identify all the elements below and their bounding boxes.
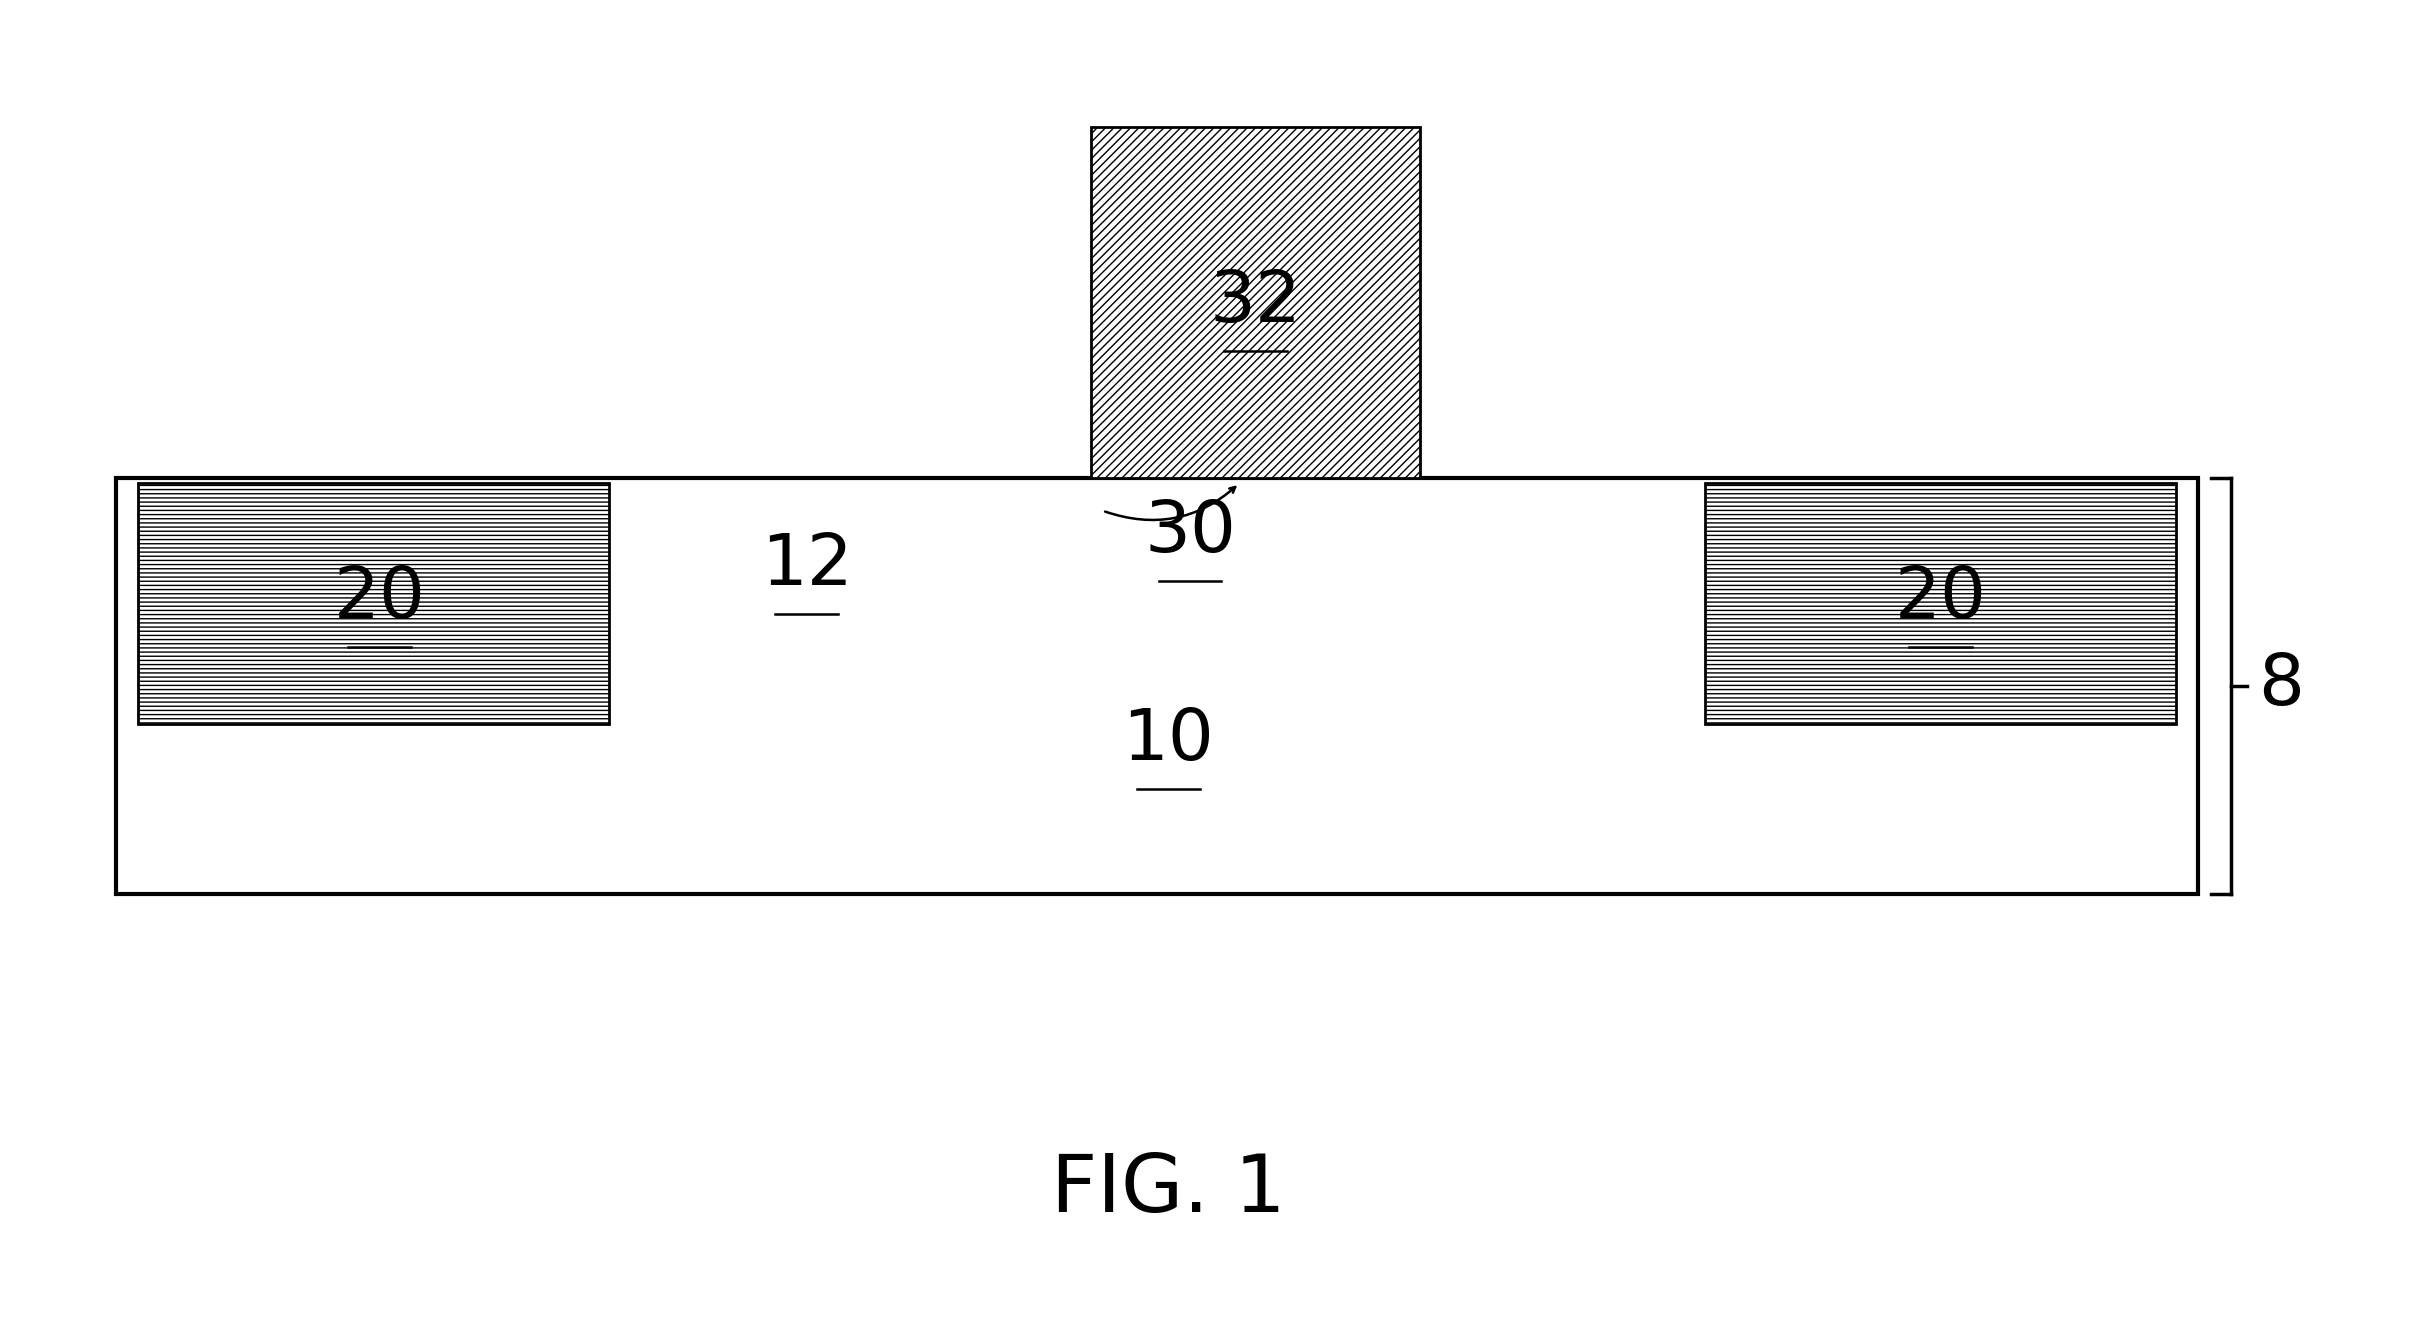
Bar [1091, 127, 1420, 478]
Text: 20: 20 [1896, 564, 1985, 633]
Text: 32: 32 [1210, 268, 1302, 337]
Text: 10: 10 [1122, 706, 1214, 775]
Bar [1704, 483, 2177, 724]
Text: FIG. 1: FIG. 1 [1052, 1150, 1285, 1229]
Text: 20: 20 [335, 564, 424, 633]
Text: 30: 30 [1144, 498, 1236, 566]
Bar [138, 483, 608, 724]
Text: 8: 8 [2259, 652, 2305, 720]
Bar [116, 478, 2199, 894]
Text: 12: 12 [761, 532, 853, 600]
